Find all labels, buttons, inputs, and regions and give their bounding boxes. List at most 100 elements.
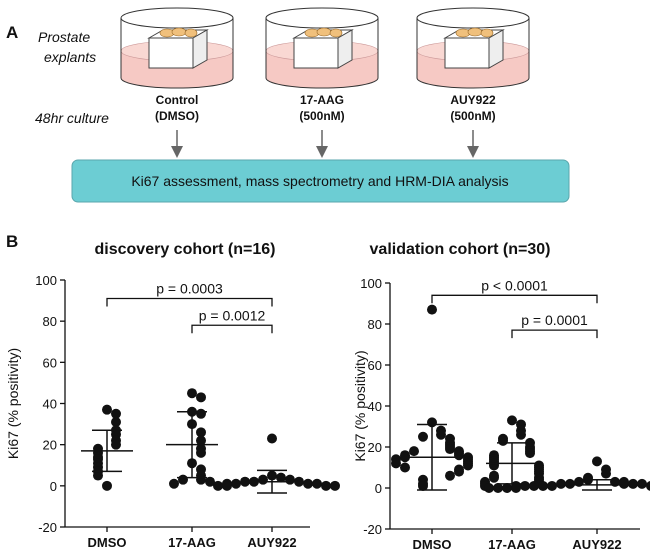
- significance-bracket: [511, 329, 598, 339]
- condition-label: (500nM): [299, 109, 344, 123]
- data-point: [303, 478, 313, 489]
- data-point: [592, 456, 602, 467]
- y-tick-label: 20: [43, 438, 57, 453]
- p-value-label: p = 0.0003: [156, 281, 223, 297]
- x-tick-label: AUY922: [247, 535, 296, 550]
- data-point: [312, 478, 322, 489]
- data-point: [436, 429, 446, 440]
- data-point: [619, 478, 629, 489]
- condition-label: 17-AAG: [300, 93, 344, 107]
- x-tick-label: 17-AAG: [488, 537, 536, 552]
- data-point: [628, 478, 638, 489]
- data-point: [556, 478, 566, 489]
- condition-label: Control: [156, 93, 199, 107]
- data-point: [498, 435, 508, 446]
- data-point: [525, 448, 535, 459]
- data-point: [502, 483, 512, 493]
- data-point: [285, 474, 295, 485]
- panel-label: B: [6, 232, 18, 251]
- data-point: [187, 388, 197, 399]
- data-point: [111, 408, 121, 419]
- data-point: [493, 483, 503, 493]
- data-point: [213, 480, 223, 491]
- data-point: [520, 480, 530, 491]
- data-point: [454, 450, 464, 461]
- chart-title: validation cohort (n=30): [370, 241, 551, 258]
- data-point: [267, 433, 277, 444]
- y-axis-label: Ki67 (% positivity): [5, 348, 21, 459]
- x-tick-label: DMSO: [88, 535, 127, 550]
- data-point: [294, 476, 304, 487]
- data-point: [330, 480, 340, 491]
- data-point: [231, 478, 241, 489]
- data-point: [511, 483, 521, 493]
- data-point: [276, 472, 286, 483]
- data-point: [547, 480, 557, 491]
- data-point: [445, 444, 455, 455]
- x-tick-label: AUY922: [572, 537, 621, 552]
- y-tick-label: 0: [375, 481, 382, 496]
- data-point: [646, 481, 650, 491]
- data-point: [409, 446, 419, 457]
- data-point: [418, 480, 428, 491]
- data-point: [205, 476, 215, 487]
- y-tick-label: 40: [368, 399, 382, 414]
- data-point: [93, 470, 103, 481]
- dish-icon: [265, 7, 379, 89]
- data-point: [538, 480, 548, 491]
- y-tick-label: -20: [38, 520, 57, 535]
- data-point: [400, 452, 410, 463]
- y-tick-label: 20: [368, 440, 382, 455]
- p-value-label: p = 0.0012: [199, 307, 266, 323]
- data-point: [240, 476, 250, 487]
- condition-label: AUY922: [450, 93, 496, 107]
- data-point: [111, 417, 121, 428]
- condition-label: (500nM): [450, 109, 495, 123]
- data-point: [196, 435, 206, 446]
- data-point: [196, 408, 206, 419]
- significance-bracket: [106, 297, 273, 307]
- explants-label: explants: [44, 49, 96, 65]
- y-axis-label: Ki67 (% positivity): [352, 350, 368, 461]
- data-point: [400, 462, 410, 473]
- p-value-label: p < 0.0001: [481, 277, 548, 293]
- y-tick-label: 80: [368, 317, 382, 332]
- x-tick-label: 17-AAG: [168, 535, 216, 550]
- data-point: [321, 480, 331, 491]
- data-point: [427, 304, 437, 315]
- x-tick-label: DMSO: [413, 537, 452, 552]
- y-tick-label: 60: [368, 358, 382, 373]
- data-point: [565, 478, 575, 489]
- data-point: [258, 474, 268, 485]
- assay-box: [71, 159, 570, 203]
- data-point: [196, 474, 206, 485]
- data-point: [102, 480, 112, 491]
- data-point: [484, 483, 494, 493]
- data-point: [454, 466, 464, 477]
- data-point: [169, 478, 179, 489]
- y-tick-label: 100: [360, 276, 382, 291]
- assay-label: Ki67 assessment, mass spectrometry and H…: [131, 173, 508, 189]
- data-point: [111, 439, 121, 450]
- culture-label: 48hr culture: [35, 110, 109, 126]
- data-point: [196, 447, 206, 458]
- dish-icon: [120, 7, 234, 89]
- y-tick-label: 60: [43, 355, 57, 370]
- condition-label: (DMSO): [155, 109, 199, 123]
- p-value-label: p = 0.0001: [521, 312, 588, 328]
- data-point: [529, 480, 539, 491]
- significance-bracket: [431, 294, 598, 304]
- data-point: [507, 415, 517, 426]
- data-point: [489, 460, 499, 471]
- data-point: [222, 480, 232, 491]
- dish-icon: [416, 7, 530, 89]
- data-point: [637, 478, 647, 489]
- data-point: [445, 470, 455, 481]
- data-point: [489, 472, 499, 483]
- data-point: [601, 468, 611, 479]
- data-point: [178, 474, 188, 485]
- data-point: [196, 427, 206, 438]
- y-tick-label: 100: [35, 273, 57, 288]
- panel-label: A: [6, 23, 18, 42]
